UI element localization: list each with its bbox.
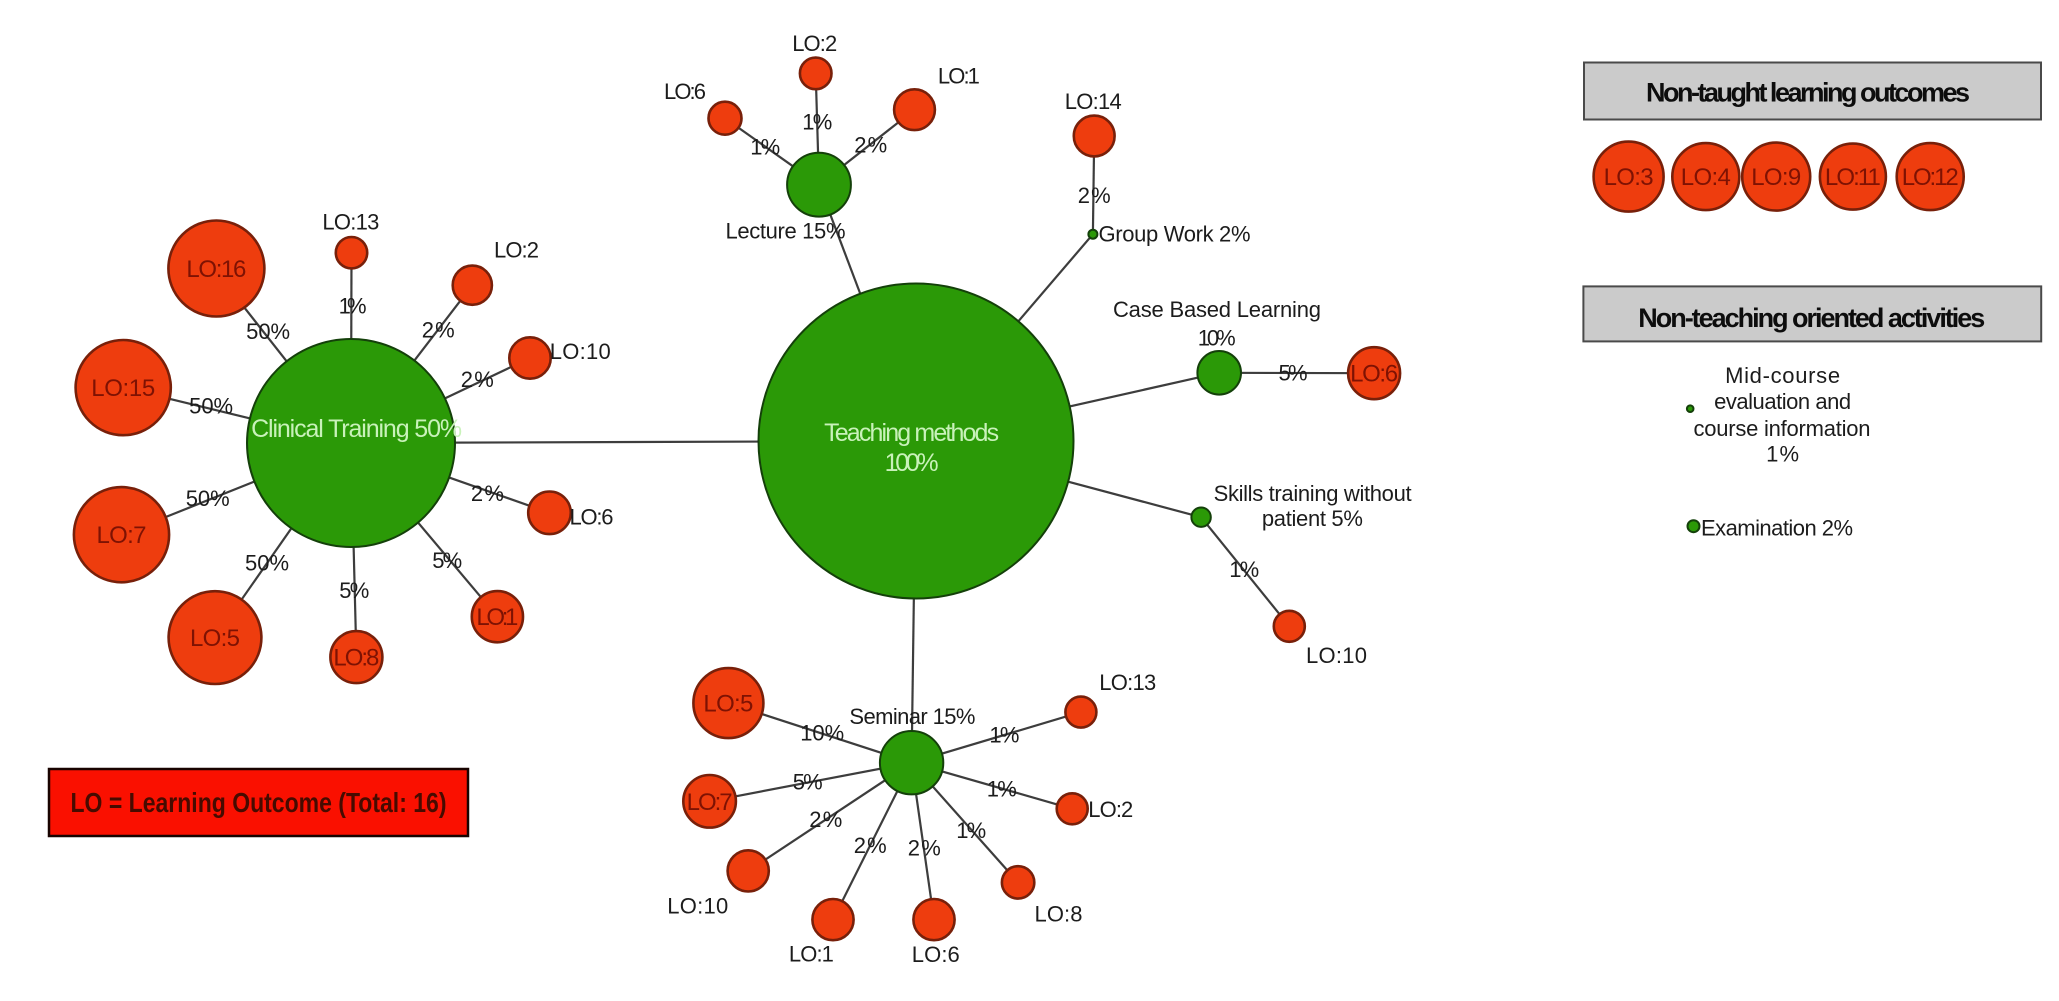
svg-text:1%: 1% (987, 777, 1017, 802)
svg-text:Lecture 15%: Lecture 15% (726, 218, 846, 243)
svg-text:Examination 2%: Examination 2% (1701, 515, 1853, 540)
svg-text:LO:2: LO:2 (792, 31, 837, 56)
svg-text:Non-teaching oriented activiti: Non-teaching oriented activities (1638, 303, 1985, 333)
svg-text:1%: 1% (989, 722, 1019, 747)
svg-text:LO:7: LO:7 (97, 522, 147, 549)
svg-text:1%: 1% (339, 293, 367, 318)
svg-text:Group Work 2%: Group Work 2% (1099, 222, 1251, 247)
svg-text:LO:7: LO:7 (687, 789, 733, 816)
svg-text:5%: 5% (793, 769, 823, 794)
svg-text:LO:11: LO:11 (1825, 164, 1881, 191)
svg-text:LO:5: LO:5 (190, 625, 240, 652)
svg-text:evaluation and: evaluation and (1714, 389, 1851, 414)
svg-text:2%: 2% (422, 317, 455, 342)
svg-text:Skills training without: Skills training without (1214, 481, 1412, 506)
svg-text:Mid-course: Mid-course (1725, 363, 1840, 388)
svg-text:2%: 2% (854, 833, 887, 858)
svg-text:LO:6: LO:6 (664, 79, 706, 104)
svg-text:1%: 1% (802, 110, 832, 135)
svg-text:LO:6: LO:6 (1350, 361, 1398, 388)
svg-text:patient 5%: patient 5% (1262, 506, 1363, 531)
svg-text:LO = Learning Outcome (Total:: LO = Learning Outcome (Total: 16) (71, 787, 447, 818)
svg-text:Case Based Learning: Case Based Learning (1113, 297, 1321, 322)
svg-text:LO:12: LO:12 (1902, 164, 1959, 191)
svg-text:5%: 5% (1279, 361, 1308, 386)
svg-text:5%: 5% (432, 548, 462, 573)
svg-text:2%: 2% (854, 133, 887, 158)
svg-text:LO:4: LO:4 (1681, 164, 1731, 191)
svg-text:2%: 2% (908, 836, 941, 861)
svg-text:LO:1: LO:1 (938, 64, 980, 89)
svg-text:LO:10: LO:10 (1306, 643, 1367, 668)
svg-text:LO:10: LO:10 (667, 893, 728, 918)
svg-text:LO:9: LO:9 (1751, 164, 1801, 191)
svg-text:LO:8: LO:8 (333, 645, 379, 672)
svg-text:LO:13: LO:13 (1099, 670, 1156, 695)
svg-text:Non-taught learning outcomes: Non-taught learning outcomes (1646, 78, 1970, 108)
svg-text:5%: 5% (339, 578, 369, 603)
svg-text:10%: 10% (1198, 325, 1236, 350)
svg-text:2%: 2% (1078, 183, 1111, 208)
svg-text:1%: 1% (956, 818, 986, 843)
svg-text:LO:10: LO:10 (550, 339, 611, 364)
svg-text:LO:3: LO:3 (1604, 164, 1654, 191)
svg-text:50%: 50% (245, 551, 289, 576)
svg-text:50%: 50% (186, 486, 230, 511)
svg-text:2%: 2% (809, 807, 842, 832)
svg-text:Seminar 15%: Seminar 15% (849, 704, 975, 729)
svg-text:50%: 50% (246, 319, 290, 344)
svg-text:LO:6: LO:6 (912, 942, 960, 967)
svg-text:2%: 2% (471, 481, 504, 506)
svg-text:1%: 1% (1766, 442, 1799, 467)
svg-text:1%: 1% (750, 134, 780, 159)
svg-text:LO:5: LO:5 (703, 691, 753, 718)
svg-text:LO:8: LO:8 (1035, 902, 1083, 927)
svg-text:LO:1: LO:1 (476, 604, 518, 631)
svg-text:LO:2: LO:2 (1088, 797, 1133, 822)
svg-text:course information: course information (1694, 416, 1871, 441)
svg-text:LO:6: LO:6 (570, 504, 614, 529)
svg-text:Clinical Training 50%: Clinical Training 50% (251, 415, 462, 443)
svg-text:LO:2: LO:2 (494, 237, 539, 262)
svg-text:50%: 50% (189, 394, 233, 419)
svg-text:10%: 10% (800, 721, 844, 746)
svg-text:LO:15: LO:15 (91, 375, 155, 402)
svg-text:LO:16: LO:16 (186, 256, 246, 283)
svg-text:2%: 2% (461, 367, 494, 392)
svg-text:Teaching methods: Teaching methods (824, 419, 999, 447)
svg-text:LO:1: LO:1 (789, 941, 834, 966)
svg-text:LO:14: LO:14 (1065, 89, 1122, 114)
svg-text:LO:13: LO:13 (322, 210, 379, 235)
svg-text:100%: 100% (885, 449, 939, 477)
svg-text:1%: 1% (1229, 557, 1259, 582)
